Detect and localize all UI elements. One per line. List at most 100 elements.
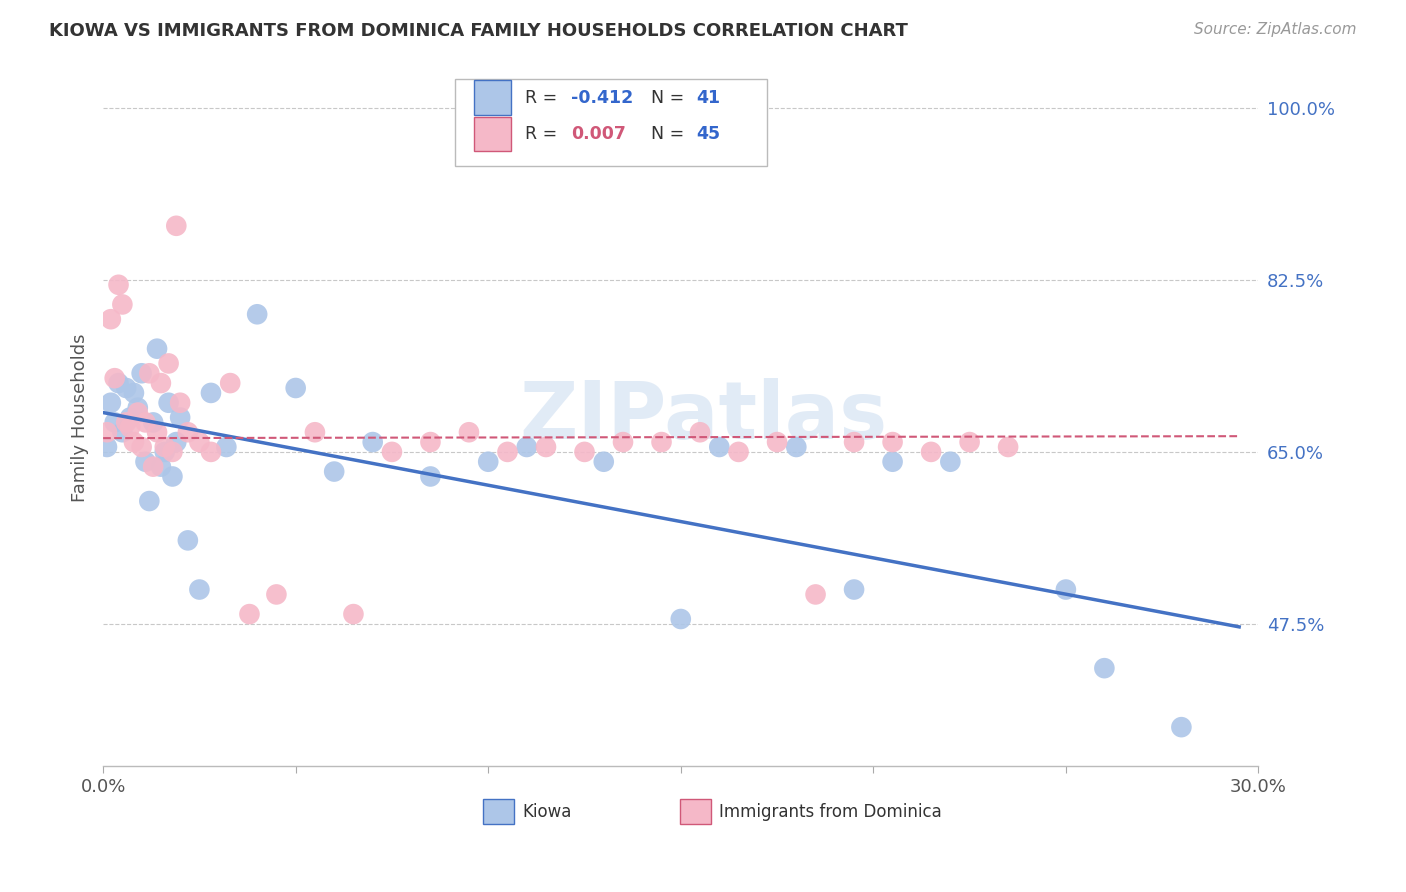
Point [115,416,138,430]
Point [516,440,538,454]
Y-axis label: Family Households: Family Households [72,334,89,501]
Point [107,376,129,390]
Point [1092,661,1115,675]
Point [165,219,187,233]
Point [669,612,692,626]
Point [122,385,145,400]
Text: -0.412: -0.412 [571,89,633,107]
Text: 41: 41 [696,89,720,107]
Point [219,376,242,390]
Point [766,435,789,450]
Point [215,440,238,454]
Point [804,587,827,601]
Point [458,425,481,440]
Point [939,455,962,469]
Point [574,445,596,459]
Point [323,465,346,479]
Text: Immigrants from Dominica: Immigrants from Dominica [718,803,942,821]
Point [169,410,191,425]
Point [727,445,749,459]
Text: R =: R = [524,89,562,107]
Point [157,356,180,370]
Point [131,440,153,454]
Point [188,582,211,597]
Point [1054,582,1077,597]
Point [284,381,307,395]
Point [120,420,142,434]
FancyBboxPatch shape [474,117,510,152]
FancyBboxPatch shape [456,79,768,166]
Point [246,307,269,321]
Point [419,469,441,483]
Text: 0.007: 0.007 [571,125,626,143]
Point [138,366,160,380]
Point [188,435,211,450]
Point [149,376,172,390]
Point [122,435,145,450]
Point [612,435,634,450]
Point [96,425,118,440]
Point [882,455,904,469]
Text: N =: N = [640,89,690,107]
Point [304,425,326,440]
Point [266,587,288,601]
Point [177,533,200,548]
Point [138,494,160,508]
Point [100,312,122,326]
Point [419,435,441,450]
Point [959,435,981,450]
Point [689,425,711,440]
Point [127,406,149,420]
Point [238,607,260,621]
Text: 45: 45 [696,125,720,143]
Point [104,371,127,385]
Point [120,410,142,425]
Point [146,342,169,356]
Point [153,440,176,454]
Text: R =: R = [524,125,562,143]
Point [842,582,865,597]
Text: ZIPatlas: ZIPatlas [520,378,889,457]
FancyBboxPatch shape [484,798,515,824]
Text: Source: ZipAtlas.com: Source: ZipAtlas.com [1194,22,1357,37]
Point [165,435,187,450]
Point [142,459,165,474]
Point [146,425,169,440]
Point [134,455,156,469]
Point [534,440,557,454]
Point [157,396,180,410]
Point [342,607,364,621]
Point [111,297,134,311]
Text: N =: N = [640,125,690,143]
Point [997,440,1019,454]
Point [142,416,165,430]
Point [785,440,807,454]
Point [592,455,614,469]
Point [650,435,672,450]
Point [96,440,118,454]
Point [149,459,172,474]
Point [100,396,122,410]
Point [162,469,184,483]
FancyBboxPatch shape [679,798,711,824]
Point [361,435,384,450]
Point [200,445,222,459]
Point [134,416,156,430]
Point [153,445,176,459]
Point [177,425,200,440]
Text: KIOWA VS IMMIGRANTS FROM DOMINICA FAMILY HOUSEHOLDS CORRELATION CHART: KIOWA VS IMMIGRANTS FROM DOMINICA FAMILY… [49,22,908,40]
Point [200,385,222,400]
Point [477,455,499,469]
Point [127,401,149,415]
FancyBboxPatch shape [474,80,510,115]
Point [111,425,134,440]
Point [115,381,138,395]
Point [162,445,184,459]
Point [169,396,191,410]
Point [882,435,904,450]
Text: Kiowa: Kiowa [523,803,572,821]
Point [131,366,153,380]
Point [381,445,404,459]
Point [709,440,731,454]
Point [1170,720,1192,734]
